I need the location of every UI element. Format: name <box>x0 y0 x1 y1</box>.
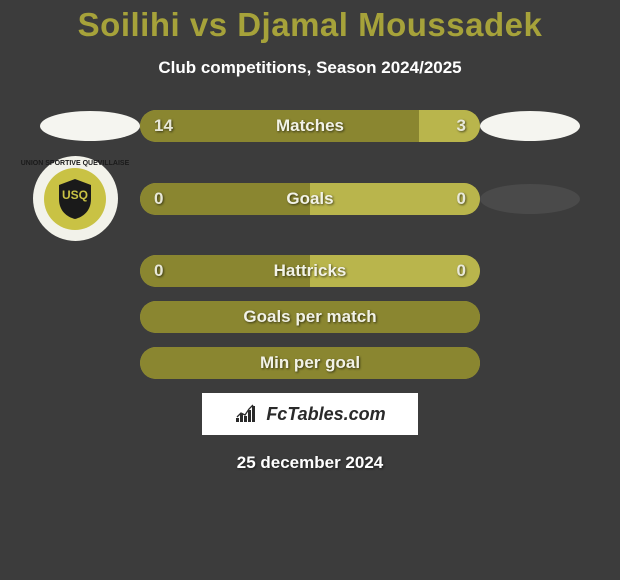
stats-bars: Matches143 UNION SPORTIVE QUEVILLAISE USQ G… <box>0 110 620 379</box>
stat-bar: Hattricks00 <box>140 255 480 287</box>
svg-text:USQ: USQ <box>62 188 88 202</box>
page-title: Soilihi vs Djamal Moussadek <box>0 0 620 44</box>
footer-branding: FcTables.com <box>202 393 418 435</box>
club-badge-inner: USQ <box>44 168 106 230</box>
club-shield-icon: USQ <box>55 177 95 221</box>
footer-text: FcTables.com <box>266 404 385 425</box>
left-badge-holder <box>40 111 140 141</box>
player-badge-ellipse <box>480 184 580 214</box>
stat-bar: Min per goal <box>140 347 480 379</box>
stat-row: Matches143 <box>0 110 620 142</box>
stat-row: UNION SPORTIVE QUEVILLAISE USQ Goals00 <box>0 156 620 241</box>
right-badge-holder <box>480 111 580 141</box>
player-badge-ellipse <box>40 111 140 141</box>
stat-bar-right-fill <box>310 255 480 287</box>
stat-bar: Matches143 <box>140 110 480 142</box>
stat-row: Hattricks00 <box>0 255 620 287</box>
stat-bar: Goals per match <box>140 301 480 333</box>
stat-bar-left-fill <box>140 255 310 287</box>
player-badge-ellipse <box>480 111 580 141</box>
stat-bar-right-fill <box>419 110 480 142</box>
fctables-logo-icon <box>234 404 260 424</box>
club-badge: UNION SPORTIVE QUEVILLAISEUSQ <box>33 156 118 241</box>
right-badge-holder <box>480 184 580 214</box>
stat-row: Min per goal <box>0 347 620 379</box>
subtitle: Club competitions, Season 2024/2025 <box>0 58 620 78</box>
comparison-infographic: Soilihi vs Djamal Moussadek Club competi… <box>0 0 620 580</box>
stat-bar-right-fill <box>310 183 480 215</box>
stat-row: Goals per match <box>0 301 620 333</box>
stat-bar: Goals00 <box>140 183 480 215</box>
stat-bar-left-fill <box>140 347 480 379</box>
club-badge-ring-text: UNION SPORTIVE QUEVILLAISE <box>21 160 130 167</box>
left-badge-holder: UNION SPORTIVE QUEVILLAISE USQ <box>10 156 140 241</box>
stat-bar-left-fill <box>140 110 419 142</box>
date-label: 25 december 2024 <box>0 453 620 473</box>
stat-bar-left-fill <box>140 301 480 333</box>
stat-bar-left-fill <box>140 183 310 215</box>
